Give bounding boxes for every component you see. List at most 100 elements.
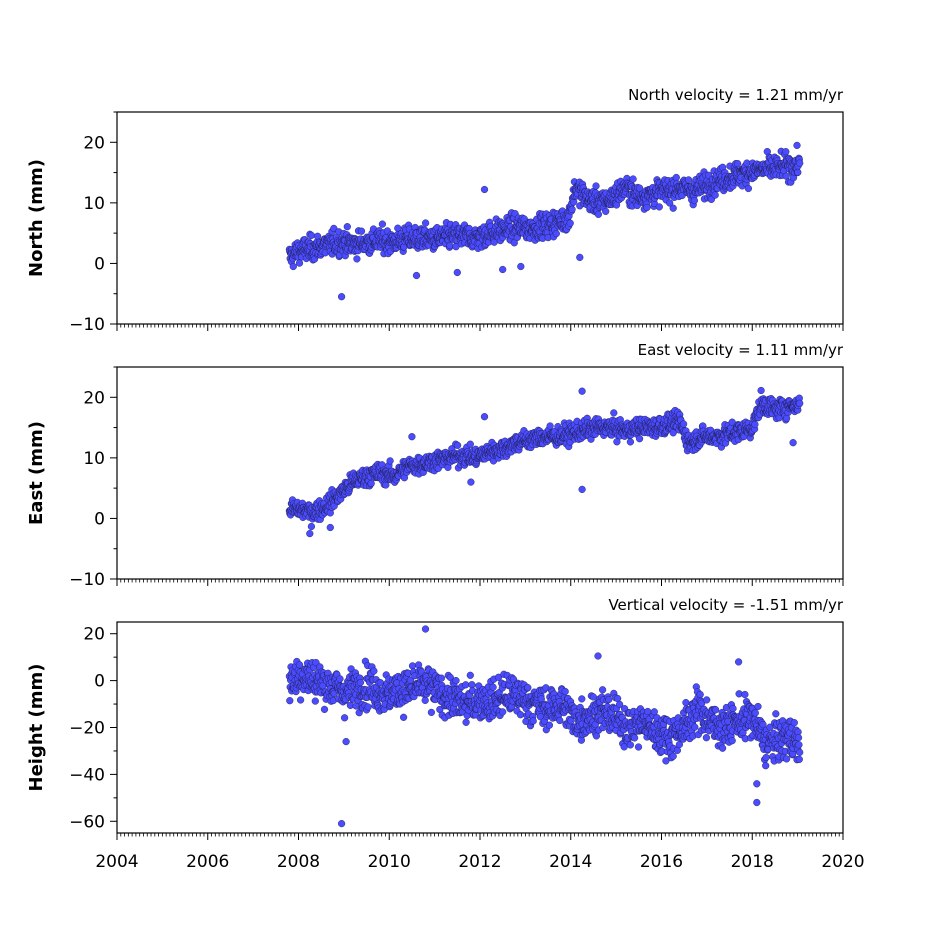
height-point	[408, 662, 417, 670]
north-y-axis-label: North (mm)	[26, 159, 47, 277]
height-point	[650, 708, 658, 716]
height-y-tick-label: 0	[94, 672, 105, 692]
north-outlier-point	[453, 268, 461, 277]
height-point	[795, 755, 803, 764]
panel-north: −10 0 10 20 North velocity = 1.21 mm/yr North…	[26, 86, 844, 335]
height-point	[578, 695, 586, 703]
height-point	[728, 737, 736, 745]
north-outlier-point	[517, 262, 525, 271]
height-point	[620, 743, 628, 751]
height-point	[336, 675, 344, 683]
north-axes-frame	[116, 111, 844, 325]
height-point	[794, 734, 803, 742]
north-point	[343, 223, 351, 231]
north-point	[594, 210, 603, 219]
north-point	[744, 184, 753, 193]
north-point	[422, 219, 430, 227]
height-point	[561, 687, 569, 696]
height-point	[364, 703, 372, 711]
height-point	[437, 674, 446, 682]
height-outlier-point	[338, 819, 346, 828]
north-points	[285, 141, 804, 301]
east-outlier-point	[326, 523, 334, 532]
north-point	[289, 262, 297, 271]
north-point	[566, 219, 574, 227]
height-point	[567, 717, 575, 725]
height-point	[754, 702, 762, 711]
height-point	[356, 678, 365, 687]
east-point	[307, 522, 316, 531]
x-tick-label: 2004	[95, 852, 138, 872]
north-point	[733, 160, 742, 168]
height-point	[489, 683, 497, 691]
height-point	[427, 708, 436, 717]
north-x-ticks	[116, 324, 844, 331]
height-point	[626, 741, 635, 749]
east-y-tick-label: 20	[83, 388, 105, 408]
height-outlier-point	[421, 625, 430, 633]
height-point	[702, 734, 711, 742]
north-point	[643, 203, 651, 212]
height-point	[751, 709, 759, 717]
east-point	[757, 386, 765, 395]
north-point	[510, 239, 518, 247]
height-point	[286, 697, 294, 705]
east-y-tick-label: 10	[83, 449, 105, 469]
height-x-ticks: 2004 2006 2008 2010 2012 2014 2016 2018 2020	[95, 833, 865, 872]
north-point	[711, 191, 719, 199]
height-point	[466, 671, 474, 679]
north-point	[669, 204, 677, 212]
height-point	[516, 711, 525, 719]
north-point	[378, 220, 387, 228]
north-y-tick-label: −10	[69, 315, 105, 335]
height-y-tick-label: −40	[69, 765, 105, 785]
east-point	[751, 420, 759, 429]
height-point	[630, 734, 639, 742]
x-tick-label: 2010	[368, 852, 411, 872]
panel-height: 2004 2006 2008 2010 2012 2014 2016 2018 2020−60−…	[26, 596, 865, 872]
east-point	[386, 457, 394, 465]
north-point	[295, 259, 304, 267]
north-point	[655, 203, 663, 211]
north-velocity-title: North velocity = 1.21 mm/yr	[628, 86, 844, 104]
north-point	[353, 255, 361, 263]
north-outlier-point	[576, 253, 584, 262]
height-point	[729, 704, 737, 713]
east-outlier-point	[578, 387, 586, 395]
north-point	[552, 230, 560, 238]
height-point	[790, 719, 798, 727]
east-outlier-point	[467, 478, 475, 486]
height-point	[598, 686, 607, 694]
height-point	[446, 673, 454, 682]
height-point	[545, 721, 554, 729]
north-y-tick-label: 0	[94, 254, 105, 274]
north-outlier-point	[338, 293, 346, 301]
east-point	[546, 422, 554, 430]
height-point	[772, 710, 780, 718]
height-point	[529, 717, 537, 725]
height-point	[711, 706, 720, 714]
east-point	[466, 440, 474, 448]
north-y-tick-label: 20	[83, 133, 105, 153]
height-point	[524, 683, 532, 692]
height-point	[462, 681, 470, 689]
height-point	[494, 673, 503, 681]
north-point	[666, 199, 674, 207]
height-point	[499, 708, 507, 716]
height-point	[682, 698, 690, 707]
height-point	[589, 693, 597, 701]
north-point	[782, 148, 790, 156]
height-point	[452, 676, 460, 685]
north-point	[684, 176, 693, 184]
east-y-ticks: −10 0 10 20	[69, 366, 117, 590]
height-point	[782, 755, 791, 763]
east-outlier-point	[408, 433, 416, 441]
east-point	[669, 429, 677, 437]
height-point	[696, 690, 704, 699]
north-point	[629, 175, 637, 183]
east-velocity-title: East velocity = 1.11 mm/yr	[638, 341, 844, 359]
north-y-tick-label: 10	[83, 194, 105, 214]
height-points	[285, 625, 804, 828]
